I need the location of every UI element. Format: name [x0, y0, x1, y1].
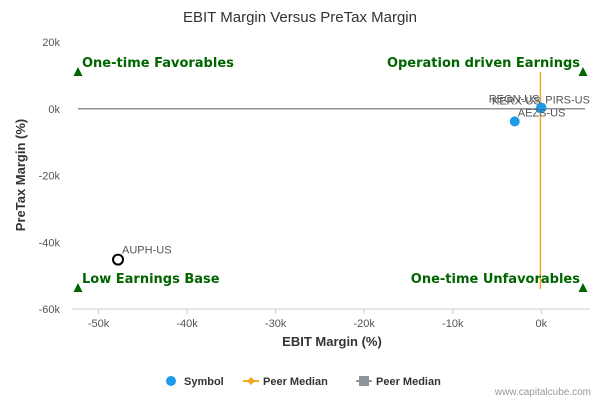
legend: Symbol Peer Median Peer Median: [166, 376, 441, 388]
legend-marker-circle: [166, 376, 176, 386]
legend-marker-diamond: [247, 377, 255, 385]
credit-text: www.capitalcube.com: [494, 387, 591, 398]
x-axis-ticks: -50k -40k -30k -20k -10k 0k: [88, 309, 548, 330]
quadrant-label-bottom-left: Low Earnings Base: [82, 272, 220, 287]
legend-label: Peer Median: [376, 376, 441, 388]
quadrant-labels: One-time Favorables Operation driven Earn…: [73, 56, 588, 292]
x-tick-label: -30k: [265, 318, 287, 330]
legend-label: Peer Median: [263, 376, 328, 388]
chart-title: EBIT Margin Versus PreTax Margin: [183, 9, 417, 26]
quadrant-marker-top-right: [578, 67, 588, 76]
y-axis-title: PreTax Margin (%): [13, 119, 28, 231]
quadrant-marker-top-left: [73, 67, 83, 76]
plot-area: [72, 42, 590, 310]
quadrant-label-top-right: Operation driven Earnings: [387, 56, 580, 71]
quadrant-label-bottom-right: One-time Unfavorables: [411, 272, 580, 287]
x-tick-label: -50k: [88, 318, 110, 330]
legend-item-2[interactable]: Peer Median: [356, 376, 441, 388]
legend-marker-square: [359, 376, 369, 386]
x-tick-label: -40k: [176, 318, 198, 330]
point-label-aezs-us: AEZS-US: [518, 107, 566, 119]
legend-label: Symbol: [184, 376, 224, 388]
data-point-aezs-us: [509, 116, 520, 127]
quadrant-marker-bottom-left: [73, 283, 83, 292]
point-label-kerx-us: KERX-US: [492, 95, 541, 107]
data-point-regn-us: [536, 102, 547, 113]
y-tick-label: 0k: [48, 104, 60, 116]
x-tick-label: -10k: [442, 318, 464, 330]
point-label-auph-us: AUPH-US: [122, 245, 172, 257]
y-tick-label: -20k: [39, 171, 61, 183]
quadrant-marker-bottom-right: [578, 283, 588, 292]
x-tick-label: -20k: [354, 318, 376, 330]
legend-item-0[interactable]: Symbol: [166, 376, 224, 388]
y-tick-label: 20k: [42, 37, 60, 49]
legend-item-1[interactable]: Peer Median: [243, 376, 328, 388]
point-label-pirs-us: PIRS-US: [545, 95, 590, 107]
point-label-regn-us: REGN-US: [489, 94, 540, 106]
y-tick-label: -40k: [39, 237, 61, 249]
quadrant-label-top-left: One-time Favorables: [82, 56, 234, 71]
y-tick-label: -60k: [39, 304, 61, 316]
x-tick-label: 0k: [535, 318, 547, 330]
x-axis-title: EBIT Margin (%): [282, 334, 382, 349]
y-axis-ticks: 20k 0k -20k -40k -60k: [39, 37, 61, 316]
data-point-auph-us: [112, 253, 125, 266]
